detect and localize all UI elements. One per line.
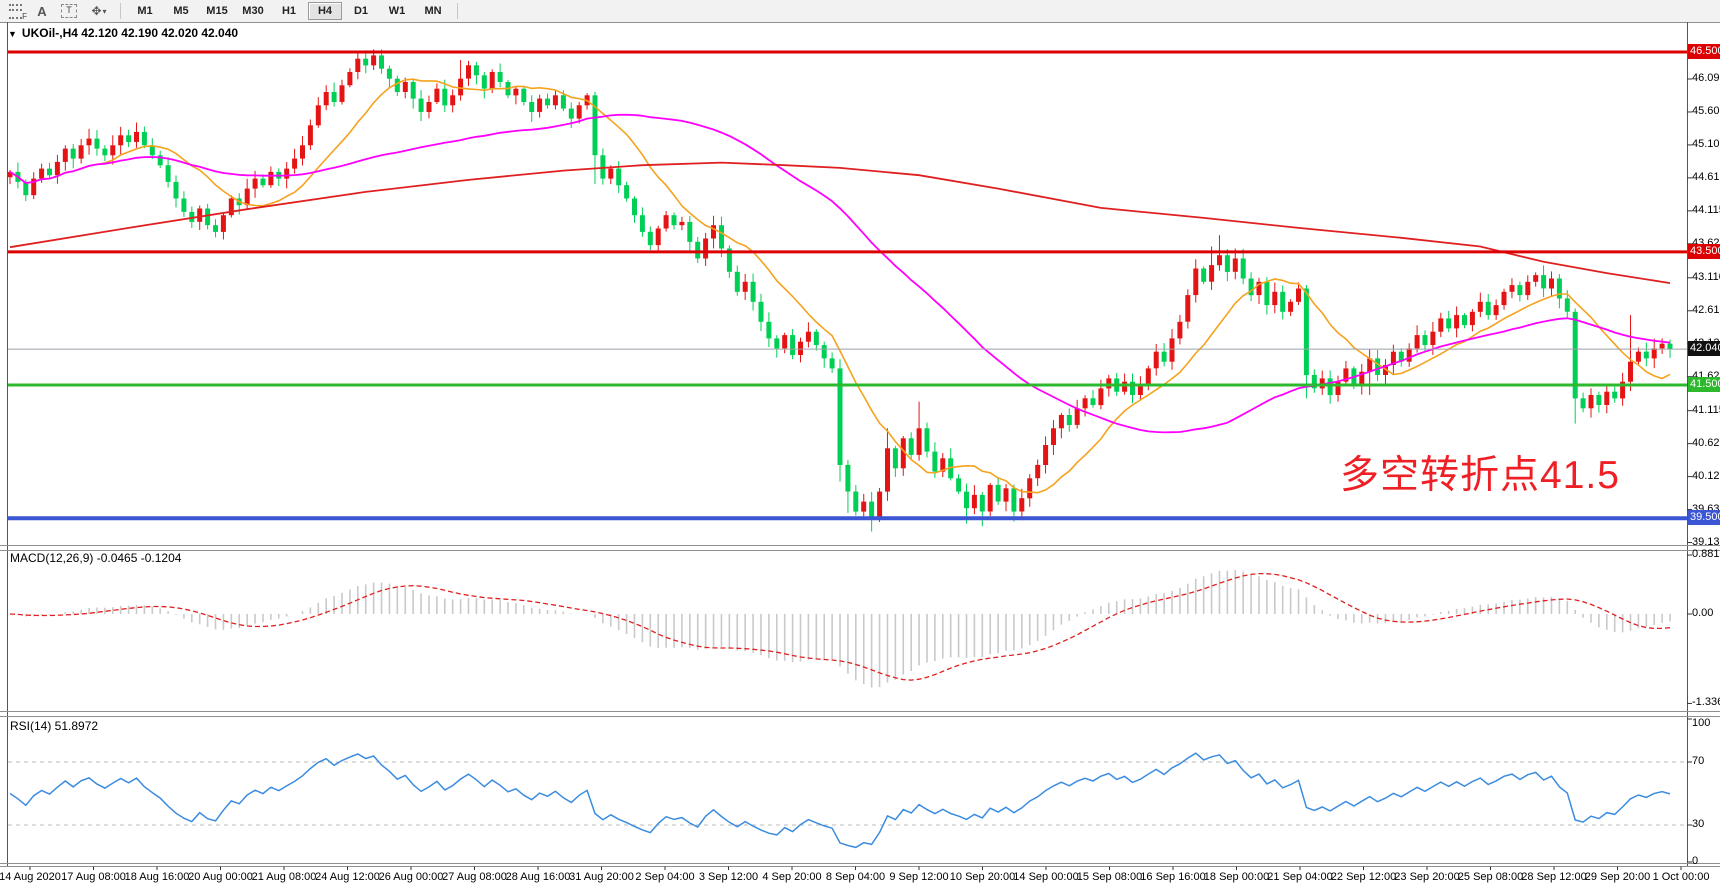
time-axis-label: 3 Sep 12:00 [698,871,759,883]
timeframe-button-h4[interactable]: H4 [308,2,342,20]
price-badge-41.500: 41.500 [1688,377,1720,393]
price-tick-label: 44.610 [1692,170,1720,183]
price-badge-39.500: 39.500 [1688,510,1720,526]
price-tick-label: 44.115 [1692,203,1720,216]
time-axis-label: 21 Aug 08:00 [251,871,317,883]
dotted-rows-glyph [8,3,22,19]
timeframe-button-m30[interactable]: M30 [242,5,264,17]
timeframe-button-d1[interactable]: D1 [353,5,369,17]
price-tick-label: 40.125 [1692,469,1720,482]
time-axis-label: 4 Sep 20:00 [762,871,822,883]
time-axis-label: 1 Oct 00:00 [1652,871,1710,883]
time-axis-label: 10 Sep 20:00 [949,871,1016,883]
time-axis-label: 26 Aug 00:00 [378,871,444,883]
timeframe-button-m5[interactable]: M5 [173,5,189,17]
price-tick-label: 41.115 [1692,403,1720,416]
price-badge-43.500: 43.500 [1688,243,1720,259]
timeframe-button-w1[interactable]: W1 [388,5,406,17]
toolbar-separator [120,3,121,19]
time-axis-label: 2 Sep 04:00 [635,871,695,883]
time-axis-label: 28 Aug 16:00 [505,871,571,883]
time-axis-label: 9 Sep 12:00 [889,871,949,883]
timeframe-group: M1 M5 M15 M30 H1 H4 D1 W1 MN [127,2,451,20]
f-subscript: F [22,12,27,21]
time-axis-label: 24 Aug 12:00 [315,871,380,883]
time-axis-label: 22 Sep 12:00 [1330,871,1397,883]
rsi-tick-label: 30 [1692,818,1705,830]
toolbar: F A T ✥ ▾ M1 M5 M15 M30 H1 H4 D1 W1 MN [0,0,1720,23]
timeframe-button-m1[interactable]: M1 [137,5,153,17]
expand-arrow-icon[interactable]: ▼ [8,29,17,39]
price-tick-label: 40.620 [1692,436,1720,449]
time-axis-label: 16 Sep 16:00 [1140,871,1206,883]
price-tick-label: 42.615 [1692,303,1720,316]
price-badge-42.040: 42.040 [1688,341,1720,357]
cursor-arrows-icon[interactable]: ✥ ▾ [84,2,114,20]
time-axis-label: 14 Aug 2020 [0,871,61,883]
time-axis-label: 17 Aug 08:00 [61,871,126,883]
text-label-icon[interactable]: A [37,3,47,19]
macd-tick-label: 0.8812 [1692,548,1720,561]
time-axis-label: 18 Sep 00:00 [1203,871,1270,883]
time-axis-label: 8 Sep 04:00 [825,871,886,883]
macd-tick-label: 0.00 [1692,607,1714,619]
rsi-tick-label: 0 [1692,855,1699,867]
text-box-icon[interactable]: T [57,2,81,20]
ohlc-text: UKOil-,H4 42.120 42.190 42.020 42.040 [21,26,239,40]
timeframe-button-h1[interactable]: H1 [281,5,297,17]
time-axis-label: 29 Sep 20:00 [1584,871,1651,883]
time-axis-label: 27 Aug 08:00 [442,871,507,883]
price-tick-label: 43.110 [1692,270,1720,283]
macd-tick-label: -1.3368 [1692,696,1720,709]
t-glyph: T [61,4,77,18]
price-tick-label: 45.600 [1692,104,1720,117]
price-tick-label: 45.105 [1692,137,1720,150]
timeframe-button-mn[interactable]: MN [424,5,442,17]
price-tick-label: 46.095 [1692,72,1720,84]
time-axis-label: 31 Aug 20:00 [569,871,634,883]
time-axis-label: 14 Sep 00:00 [1013,871,1079,883]
time-axis-label: 21 Sep 04:00 [1267,871,1333,883]
rsi-tick-label: 70 [1692,755,1705,767]
chart-ohlc-title: ▼ UKOil-,H4 42.120 42.190 42.020 42.040 [8,26,238,40]
time-axis-label: 25 Sep 08:00 [1457,871,1524,883]
arrows-glyph: ✥ [91,4,102,18]
time-axis-label: 23 Sep 20:00 [1394,871,1460,883]
timeframe-button-m15[interactable]: M15 [206,5,228,17]
toolbar-separator [457,3,458,19]
price-badge-46.500: 46.500 [1688,44,1720,60]
macd-indicator-label: MACD(12,26,9) -0.0465 -0.1204 [10,551,182,565]
chevron-down-icon: ▾ [102,6,107,16]
time-axis-label: 20 Aug 00:00 [188,871,253,883]
time-axis-label: 28 Sep 12:00 [1521,871,1587,883]
chinese-annotation-text[interactable]: 多空转折点41.5 [1340,454,1620,497]
rsi-tick-label: 100 [1692,717,1711,729]
dotted-grid-f-icon[interactable]: F [3,2,27,21]
time-axis-label: 15 Sep 08:00 [1076,871,1143,883]
time-axis-label: 18 Aug 16:00 [124,871,190,883]
price-tick-label: 39.135 [1692,535,1720,548]
rsi-indicator-label: RSI(14) 51.8972 [10,719,99,733]
